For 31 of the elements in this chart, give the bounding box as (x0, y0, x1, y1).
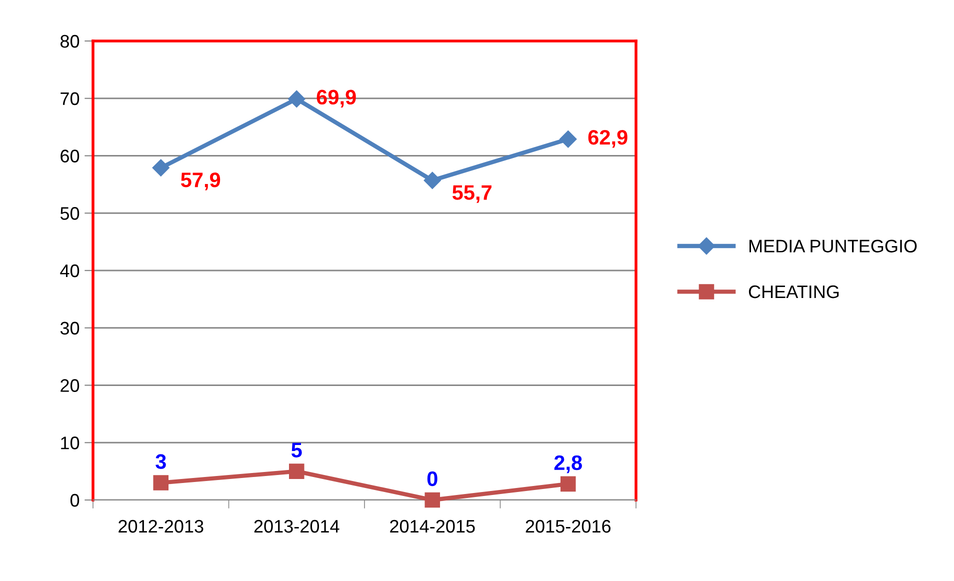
legend-label: MEDIA PUNTEGGIO (749, 240, 917, 252)
data-label: 55,7 (452, 185, 492, 203)
x-tick-label: 2015-2016 (526, 520, 611, 533)
point (424, 492, 440, 508)
x-tick-label: 2012-2013 (118, 520, 204, 533)
y-tick-label: 0 (70, 494, 80, 507)
y-tick-label: 20 (60, 379, 80, 392)
data-label: 69,9 (316, 90, 356, 108)
data-label: 57,9 (180, 172, 220, 190)
point (153, 475, 169, 490)
y-tick-label: 50 (60, 207, 80, 220)
x-tick-label: 2013-2014 (254, 520, 340, 533)
x-tick-label: 2014-2015 (390, 520, 475, 533)
point (560, 130, 577, 148)
point (152, 159, 170, 176)
legend-label: CHEATING (748, 285, 839, 298)
data-label: 2,8 (554, 455, 582, 474)
y-tick-label: 40 (60, 264, 80, 278)
y-tick-label: 80 (60, 34, 80, 48)
data-label: 62,9 (588, 130, 628, 148)
point (424, 172, 441, 189)
data-label: 3 (156, 454, 166, 469)
point (560, 476, 576, 492)
y-tick-label: 60 (60, 150, 80, 162)
point (288, 464, 304, 479)
data-label: 0 (427, 471, 438, 486)
y-tick-label: 10 (61, 436, 80, 450)
y-tick-label: 30 (60, 322, 80, 335)
y-tick-label: 70 (60, 92, 80, 106)
data-label: 5 (291, 442, 302, 458)
point (288, 90, 306, 108)
